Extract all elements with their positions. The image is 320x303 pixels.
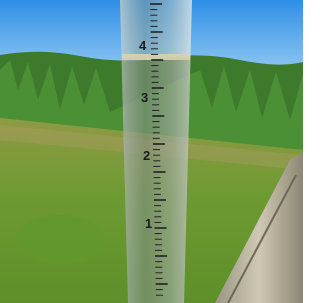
page: 4 3 2 1 (() => { const data = JSON.parse… [0,0,303,303]
grass-patch [15,215,105,265]
gauge-label: 2 [143,148,150,163]
gauge-label: 1 [145,216,152,231]
gauge-label: 4 [139,38,147,53]
gauge-label: 3 [141,90,148,105]
photo: 4 3 2 1 [0,0,303,303]
